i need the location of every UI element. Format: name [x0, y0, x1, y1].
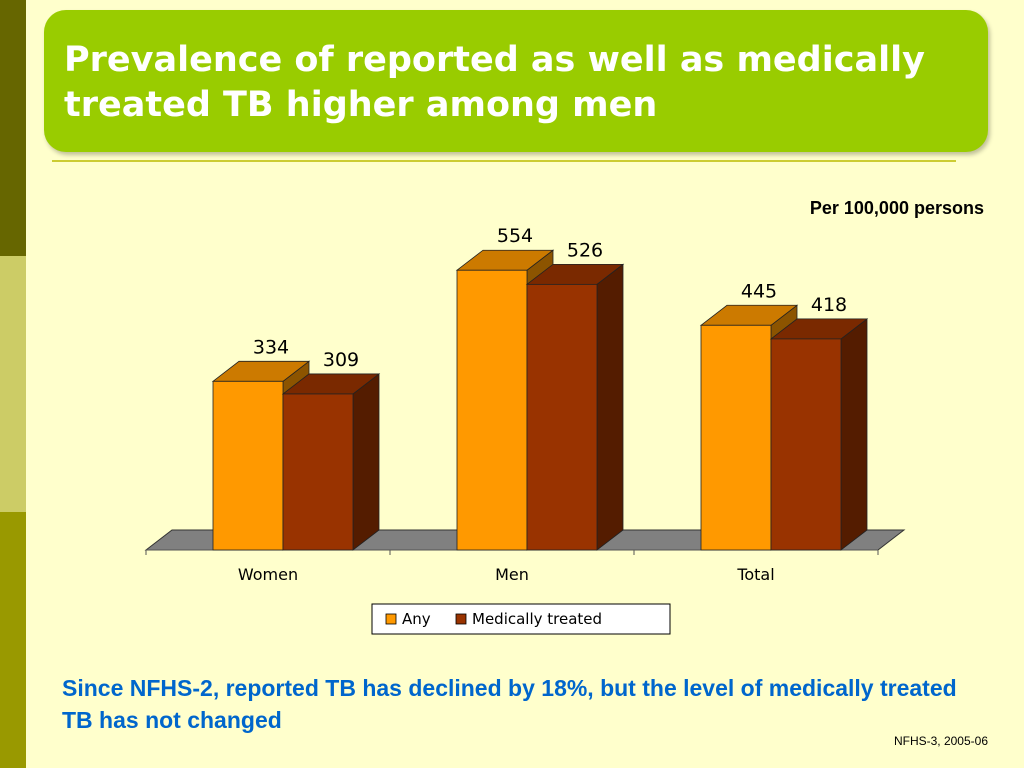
decor-stripe-top	[0, 0, 26, 256]
bar-side-medically-treated	[840, 318, 868, 551]
bar-any-men	[456, 269, 528, 551]
decor-stripe-middle	[0, 256, 26, 512]
bar-medically-treated-total	[770, 338, 842, 551]
legend-swatch	[455, 613, 467, 625]
x-tick-label: Men	[495, 565, 529, 584]
data-label: 334	[253, 336, 289, 358]
slide-title: Prevalence of reported as well as medica…	[64, 40, 925, 125]
legend-swatch	[385, 613, 397, 625]
bar-side-medically-treated	[352, 373, 380, 551]
x-tick-label: Total	[736, 565, 774, 584]
legend-label: Any	[402, 610, 431, 628]
decor-stripe-bottom	[0, 512, 26, 768]
bar-medically-treated-women	[282, 393, 354, 551]
bar-any-total	[700, 324, 772, 551]
bar-any-women	[212, 380, 284, 551]
x-tick-label: Women	[238, 565, 298, 584]
legend-label: Medically treated	[472, 610, 602, 628]
title-banner: Prevalence of reported as well as medica…	[44, 10, 988, 152]
bar-side-medically-treated	[596, 263, 624, 551]
data-label: 554	[497, 225, 533, 247]
data-label: 526	[567, 239, 603, 261]
title-divider	[52, 160, 956, 162]
data-label: 309	[323, 349, 359, 371]
data-label: 445	[741, 280, 777, 302]
bar-medically-treated-men	[526, 283, 598, 551]
data-label: 418	[811, 294, 847, 316]
source-citation: NFHS-3, 2005-06	[893, 734, 988, 748]
footnote-text: Since NFHS-2, reported TB has declined b…	[62, 675, 957, 733]
chart-legend	[371, 603, 671, 635]
unit-label: Per 100,000 persons	[809, 198, 984, 218]
